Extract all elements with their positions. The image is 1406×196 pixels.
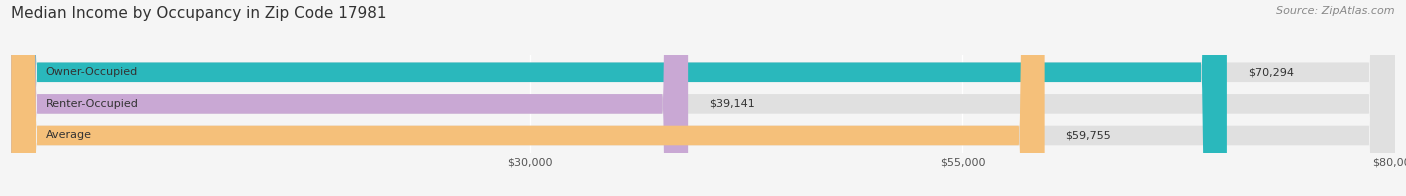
Text: $59,755: $59,755 bbox=[1066, 131, 1111, 141]
FancyBboxPatch shape bbox=[11, 0, 1395, 196]
FancyBboxPatch shape bbox=[11, 0, 1045, 196]
Text: Owner-Occupied: Owner-Occupied bbox=[46, 67, 138, 77]
FancyBboxPatch shape bbox=[11, 0, 1227, 196]
Text: Renter-Occupied: Renter-Occupied bbox=[46, 99, 139, 109]
Text: Average: Average bbox=[46, 131, 91, 141]
FancyBboxPatch shape bbox=[11, 0, 1395, 196]
Text: $70,294: $70,294 bbox=[1247, 67, 1294, 77]
FancyBboxPatch shape bbox=[11, 0, 688, 196]
Text: $39,141: $39,141 bbox=[709, 99, 755, 109]
Text: Source: ZipAtlas.com: Source: ZipAtlas.com bbox=[1277, 6, 1395, 16]
Text: Median Income by Occupancy in Zip Code 17981: Median Income by Occupancy in Zip Code 1… bbox=[11, 6, 387, 21]
FancyBboxPatch shape bbox=[11, 0, 1395, 196]
